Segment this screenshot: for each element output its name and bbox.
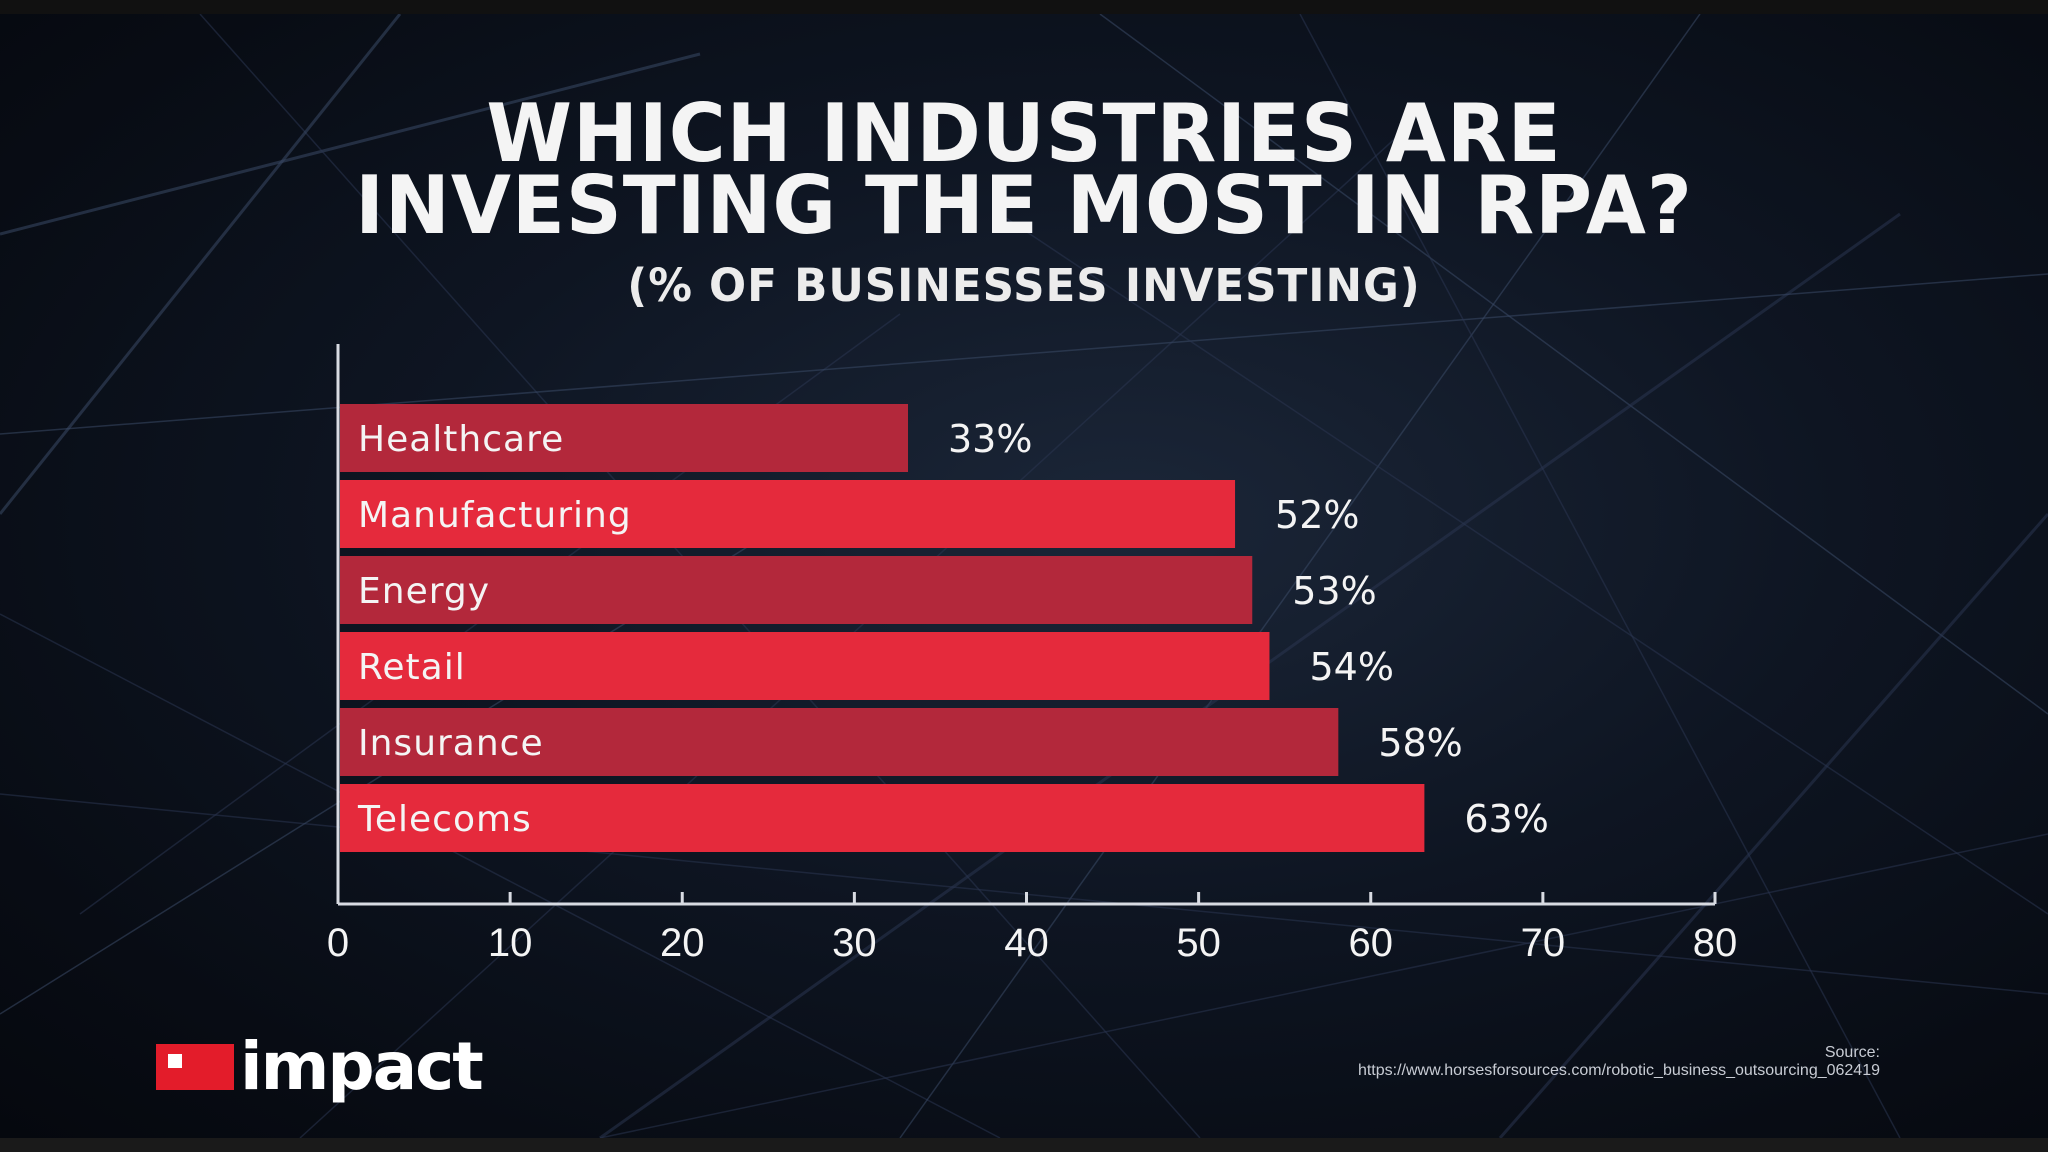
x-tick-label: 10 — [488, 921, 533, 965]
x-tick-label: 80 — [1693, 921, 1738, 965]
chart-subtitle: (% OF BUSINESSES INVESTING) — [627, 259, 1421, 312]
value-label: 58% — [1378, 721, 1462, 765]
background-line — [1498, 513, 2048, 1138]
x-tick-label: 50 — [1176, 921, 1221, 965]
source-note: Source: https://www.horsesforsources.com… — [1358, 1044, 1880, 1080]
bar-chart: 0 10 20 30 40 50 60 70 80 Healthcare 33% Manufactur… — [327, 344, 1738, 965]
background-line — [0, 613, 1001, 1138]
logo-text: impact — [240, 1028, 484, 1105]
source-url: https://www.horsesforsources.com/robotic… — [1357, 1062, 1880, 1079]
category-label: Manufacturing — [358, 495, 632, 536]
x-tick-label: 20 — [660, 921, 705, 965]
bar-insurance — [340, 708, 1339, 776]
chart-title-line-1: WHICH INDUSTRIES ARE — [486, 87, 1562, 180]
chart-title-line-2: INVESTING THE MOST IN RPA? — [355, 159, 1693, 252]
x-tick-label: 60 — [1349, 921, 1394, 965]
category-label: Insurance — [358, 723, 544, 764]
value-label: 54% — [1309, 645, 1393, 689]
category-label: Energy — [358, 571, 490, 612]
background-line — [1099, 14, 2048, 715]
bar-healthcare — [340, 404, 909, 472]
infographic-background: WHICH INDUSTRIES ARE INVESTING THE MOST … — [0, 14, 2048, 1138]
impact-logo: impact — [156, 1028, 484, 1105]
frame-border — [0, 1138, 2048, 1152]
x-tick-label: 0 — [327, 921, 349, 965]
bar-energy — [340, 556, 1253, 624]
logo-mark-icon — [156, 1044, 234, 1090]
value-label: 63% — [1464, 797, 1548, 841]
x-tick-label: 40 — [1004, 921, 1049, 965]
bar-telecoms — [340, 784, 1425, 852]
background-line — [0, 52, 701, 236]
background-line — [599, 833, 2048, 1138]
source-label: Source: — [1824, 1044, 1880, 1061]
x-tick-label: 70 — [1521, 921, 1566, 965]
value-label: 33% — [948, 417, 1032, 461]
value-label: 52% — [1275, 493, 1359, 537]
value-label: 53% — [1292, 569, 1376, 613]
category-label: Telecoms — [357, 799, 532, 840]
background-line — [0, 14, 402, 515]
background-line — [999, 213, 2048, 915]
bar-retail — [340, 632, 1270, 700]
category-label: Healthcare — [358, 419, 564, 460]
background-line — [1299, 14, 1901, 1138]
category-label: Retail — [358, 647, 466, 688]
x-tick-label: 30 — [832, 921, 877, 965]
bar-manufacturing — [340, 480, 1236, 548]
